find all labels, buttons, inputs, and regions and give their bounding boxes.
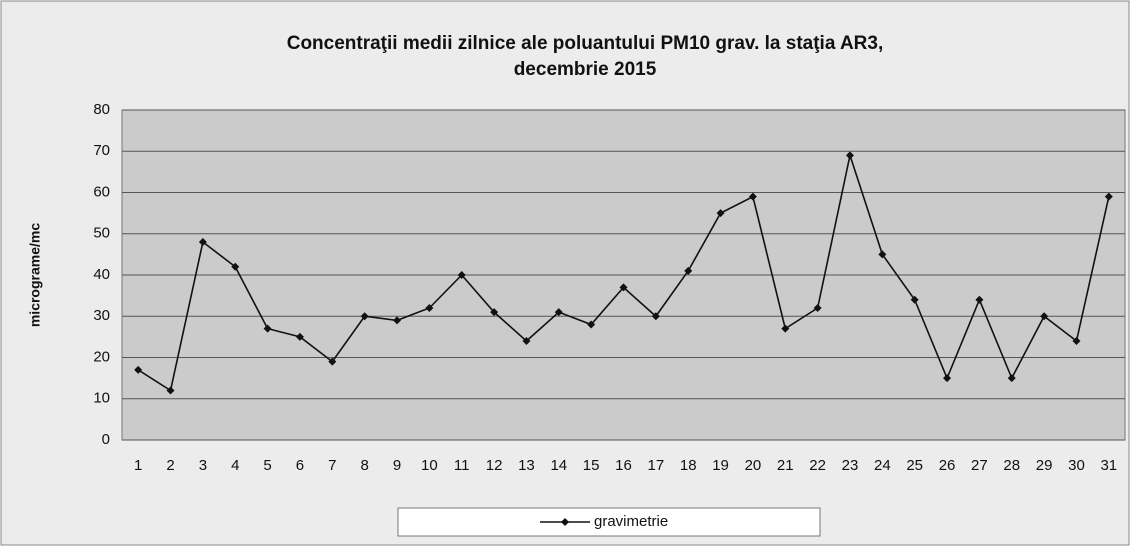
data-point [813,304,822,312]
data-point [198,238,207,246]
data-point [231,262,240,271]
data-point [554,308,563,317]
y-tick-label: 30 [93,307,110,324]
data-point [425,304,434,312]
data-point [393,316,402,325]
x-tick-label: 10 [421,457,438,474]
data-point [587,320,596,329]
data-point [263,324,272,333]
y-tick-label: 80 [93,101,110,118]
y-axis-label: micrograme/mc [27,223,43,327]
data-point [1072,337,1081,345]
data-point [651,312,660,321]
x-tick-label: 24 [874,457,891,474]
x-tick-label: 25 [906,457,923,474]
data-point [748,192,757,201]
x-tick-label: 27 [971,457,988,474]
x-tick-label: 26 [939,457,956,474]
x-tick-label: 6 [296,457,304,474]
data-point [619,283,628,292]
data-point [134,365,143,374]
x-tick-label: 22 [809,457,826,474]
y-tick-label: 20 [93,348,110,365]
x-tick-label: 18 [680,457,697,474]
x-tick-label: 29 [1036,457,1053,474]
y-tick-label: 70 [93,142,110,159]
data-point [1104,192,1113,201]
legend-label: gravimetrie [594,513,668,530]
data-point [943,374,952,383]
chart-title: Concentraţii medii zilnice ale poluantul… [287,33,884,54]
x-tick-label: 19 [712,457,729,474]
x-tick-label: 8 [360,457,368,474]
data-point [1007,374,1016,383]
data-point [522,337,531,345]
x-tick-label: 21 [777,457,794,474]
x-tick-label: 1 [134,457,142,474]
data-point [457,271,466,279]
data-point [845,151,854,160]
data-point [910,295,919,304]
x-tick-label: 30 [1068,457,1085,474]
x-tick-label: 14 [550,457,567,474]
data-point [490,308,499,317]
x-tick-label: 31 [1100,457,1117,474]
x-tick-label: 15 [583,457,600,474]
data-point [328,357,337,366]
x-tick-label: 20 [745,457,762,474]
x-tick-label: 13 [518,457,535,474]
data-point [684,266,693,275]
x-tick-label: 23 [842,457,859,474]
x-tick-label: 9 [393,457,401,474]
data-point [878,250,887,259]
x-tick-label: 7 [328,457,336,474]
data-point [360,312,369,321]
x-tick-label: 3 [199,457,207,474]
x-tick-label: 16 [615,457,632,474]
y-tick-label: 40 [93,266,110,283]
x-tick-label: 11 [454,457,470,474]
x-tick-label: 4 [231,457,239,474]
chart-title: decembrie 2015 [514,59,657,80]
data-point [781,324,790,333]
data-point [295,332,304,341]
data-point [166,386,175,395]
legend-marker [561,518,569,526]
y-tick-label: 60 [93,183,110,200]
data-point [975,295,984,304]
y-tick-label: 50 [93,225,110,242]
x-tick-label: 17 [648,457,665,474]
x-tick-label: 2 [166,457,174,474]
data-point [716,209,725,218]
legend [397,507,821,537]
y-tick-label: 10 [93,390,110,407]
x-tick-label: 12 [486,457,503,474]
y-tick-label: 0 [102,431,110,448]
data-point [1040,312,1049,321]
x-tick-label: 28 [1003,457,1020,474]
x-tick-label: 5 [263,457,271,474]
